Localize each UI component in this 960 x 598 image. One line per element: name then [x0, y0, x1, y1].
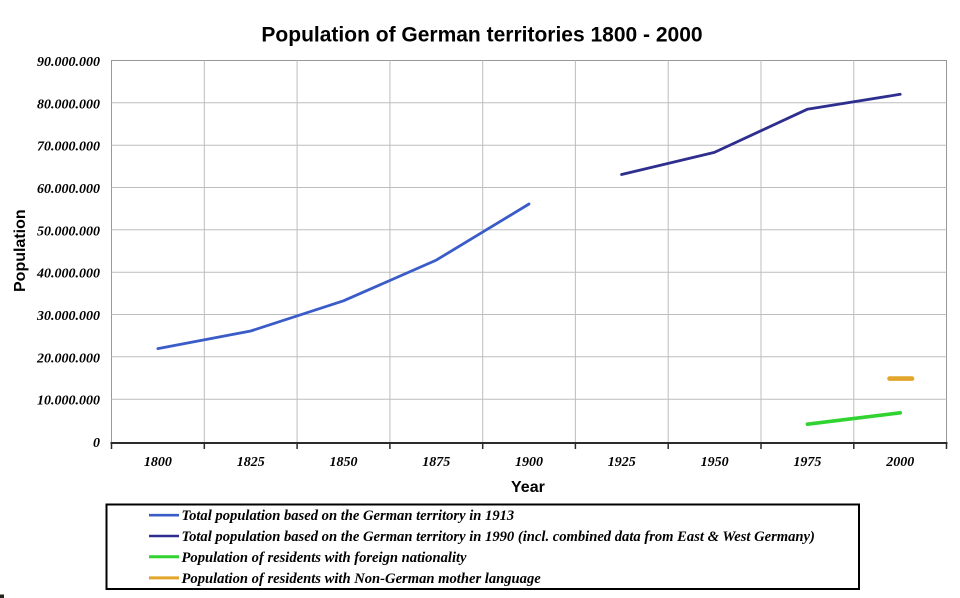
svg-text:40.000.000: 40.000.000	[36, 267, 100, 282]
svg-text:70.000.000: 70.000.000	[37, 140, 100, 155]
svg-text:1825: 1825	[237, 455, 265, 470]
svg-text:1925: 1925	[608, 455, 636, 470]
svg-text:1950: 1950	[701, 455, 729, 470]
svg-text:1900: 1900	[515, 455, 543, 470]
svg-text:90.000.000: 90.000.000	[37, 55, 100, 70]
svg-text:2000: 2000	[885, 455, 914, 470]
svg-text:Total population based on the: Total population based on the German ter…	[182, 508, 515, 524]
svg-text:Total population based on the: Total population based on the German ter…	[182, 529, 815, 545]
svg-text:60.000.000: 60.000.000	[37, 182, 100, 197]
svg-text:50.000.000: 50.000.000	[37, 224, 100, 239]
svg-text:1800: 1800	[144, 455, 172, 470]
svg-text:Population of residents with f: Population of residents with foreign nat…	[182, 550, 468, 566]
svg-text:1975: 1975	[793, 455, 821, 470]
svg-text:80.000.000: 80.000.000	[37, 97, 100, 112]
svg-text:Population of German territori: Population of German territories 1800 - …	[261, 24, 702, 47]
svg-text:0: 0	[93, 436, 100, 451]
svg-text:1875: 1875	[422, 455, 450, 470]
svg-text:Population of residents with N: Population of residents with Non-German …	[182, 571, 542, 587]
svg-text:Population: Population	[12, 209, 29, 292]
svg-text:30.000.000: 30.000.000	[36, 309, 100, 324]
svg-text:1850: 1850	[330, 455, 358, 470]
svg-text:Year: Year	[511, 479, 545, 496]
svg-text:20.000.000: 20.000.000	[36, 351, 100, 366]
svg-text:10.000.000: 10.000.000	[37, 394, 100, 409]
